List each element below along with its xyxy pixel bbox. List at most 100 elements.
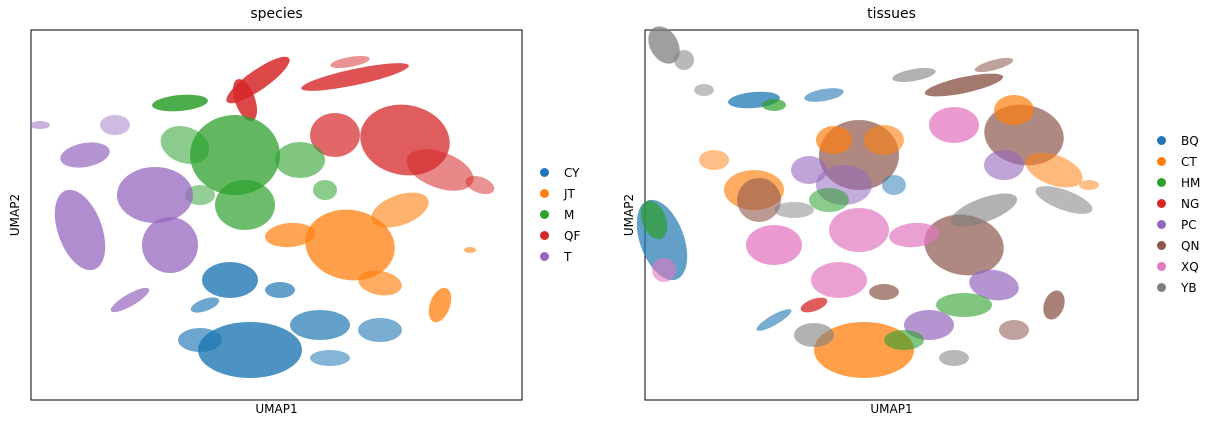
legend-marker: [1157, 241, 1166, 250]
chart-title: tissues: [867, 6, 916, 22]
legend-marker: [540, 189, 549, 198]
cell-cluster-40: [800, 297, 828, 313]
cell-cluster-18: [54, 189, 106, 271]
legend-entry-yb: YB: [1157, 277, 1200, 298]
legend-marker: [1157, 283, 1166, 292]
cell-cluster-24: [371, 192, 429, 228]
legend-marker: [1157, 178, 1166, 187]
species-clusters: [30, 55, 495, 378]
cell-cluster-25: [358, 270, 402, 296]
cell-cluster-32: [924, 214, 1004, 276]
legend-label: M: [564, 207, 575, 222]
cell-cluster-2: [652, 258, 676, 282]
legend-marker: [1157, 136, 1166, 145]
cell-cluster-21: [30, 121, 50, 129]
legend-entry-ct: CT: [1157, 151, 1200, 172]
cell-cluster-11: [864, 125, 904, 155]
cell-cluster-3: [330, 55, 370, 69]
cell-cluster-21: [994, 95, 1034, 125]
legend-marker: [1157, 220, 1166, 229]
cell-cluster-17: [924, 73, 1004, 97]
legend-label: HM: [1181, 175, 1201, 190]
legend-label: BQ: [1181, 133, 1199, 148]
cell-cluster-2: [301, 63, 409, 91]
cell-cluster-10: [160, 126, 210, 164]
cell-cluster-28: [202, 262, 258, 298]
cell-cluster-24: [1035, 186, 1093, 214]
legend-label: NG: [1181, 196, 1200, 211]
cell-cluster-14: [829, 208, 889, 252]
cell-cluster-6: [406, 149, 474, 191]
cell-cluster-37: [936, 293, 992, 317]
y-axis-label: UMAP2: [622, 193, 636, 237]
legend-entry-pc: PC: [1157, 214, 1200, 235]
cell-cluster-34: [969, 269, 1019, 301]
cell-cluster-22: [305, 209, 395, 281]
cell-cluster-8: [152, 94, 208, 112]
cell-cluster-15: [60, 142, 110, 168]
cell-cluster-13: [313, 180, 337, 200]
cell-cluster-47: [756, 309, 792, 331]
legend-entry-ng: NG: [1157, 193, 1200, 214]
cell-cluster-29: [265, 282, 295, 298]
cell-cluster-29: [746, 225, 802, 265]
legend-label: QF: [564, 228, 581, 243]
cell-cluster-15: [882, 175, 906, 195]
cell-cluster-43: [884, 330, 924, 350]
cell-cluster-5: [310, 113, 360, 157]
cell-cluster-7: [762, 99, 786, 111]
legend-marker: [540, 231, 549, 240]
cell-cluster-35: [310, 350, 350, 366]
cell-cluster-25: [1079, 180, 1099, 190]
legend-entry-t: T: [540, 246, 580, 267]
cell-cluster-30: [699, 150, 729, 170]
cell-cluster-35: [889, 222, 939, 248]
cell-cluster-11: [215, 180, 275, 230]
cell-cluster-8: [804, 88, 844, 102]
legend-entry-jt: JT: [540, 183, 580, 204]
cell-cluster-1: [640, 200, 668, 240]
cell-cluster-30: [190, 297, 220, 313]
cell-cluster-4: [674, 50, 694, 70]
cell-cluster-27: [464, 247, 476, 253]
legend-entry-xq: XQ: [1157, 256, 1200, 277]
cell-cluster-17: [142, 217, 198, 273]
cell-cluster-33: [198, 322, 302, 378]
cell-cluster-1: [232, 79, 258, 121]
cell-cluster-19: [100, 115, 130, 135]
x-axis-label: UMAP1: [870, 402, 913, 416]
cell-cluster-44: [794, 323, 834, 347]
cell-cluster-23: [265, 222, 315, 248]
legend-label: T: [564, 249, 572, 264]
cell-cluster-10: [816, 126, 852, 154]
species-legend: CY JT M QF T: [540, 162, 580, 267]
cell-cluster-20: [110, 287, 150, 313]
cell-cluster-26: [428, 287, 452, 323]
cell-cluster-23: [984, 150, 1024, 180]
cell-cluster-7: [465, 175, 495, 195]
cell-cluster-18: [892, 67, 936, 83]
legend-label: JT: [564, 186, 575, 201]
legend-entry-cy: CY: [540, 162, 580, 183]
x-axis-label: UMAP1: [255, 402, 298, 416]
chart-title: species: [250, 6, 303, 22]
cell-cluster-34: [178, 328, 222, 352]
cell-cluster-32: [358, 318, 402, 342]
cell-cluster-45: [939, 350, 969, 366]
cell-cluster-5: [694, 84, 714, 96]
cell-cluster-14: [185, 185, 215, 205]
cell-cluster-38: [811, 262, 867, 298]
tissues-legend: BQ CT HM NG PC QN XQ YB: [1157, 130, 1200, 298]
y-axis-label: UMAP2: [8, 193, 22, 237]
cell-cluster-12: [275, 142, 325, 178]
legend-label: QN: [1181, 238, 1200, 253]
cell-cluster-3: [648, 26, 680, 64]
species-panel: species UMAP1 UMAP2 CY JT M QF T: [0, 0, 610, 429]
tissues-panel: tissues UMAP1 UMAP2 BQ CT HM NG PC QN XQ YB: [614, 0, 1227, 429]
cell-cluster-31: [290, 310, 350, 340]
tissues-scatter-plot: [636, 26, 1139, 401]
legend-entry-bq: BQ: [1157, 130, 1200, 151]
cell-cluster-16: [117, 167, 193, 223]
cell-cluster-31: [774, 202, 814, 218]
legend-entry-hm: HM: [1157, 172, 1200, 193]
